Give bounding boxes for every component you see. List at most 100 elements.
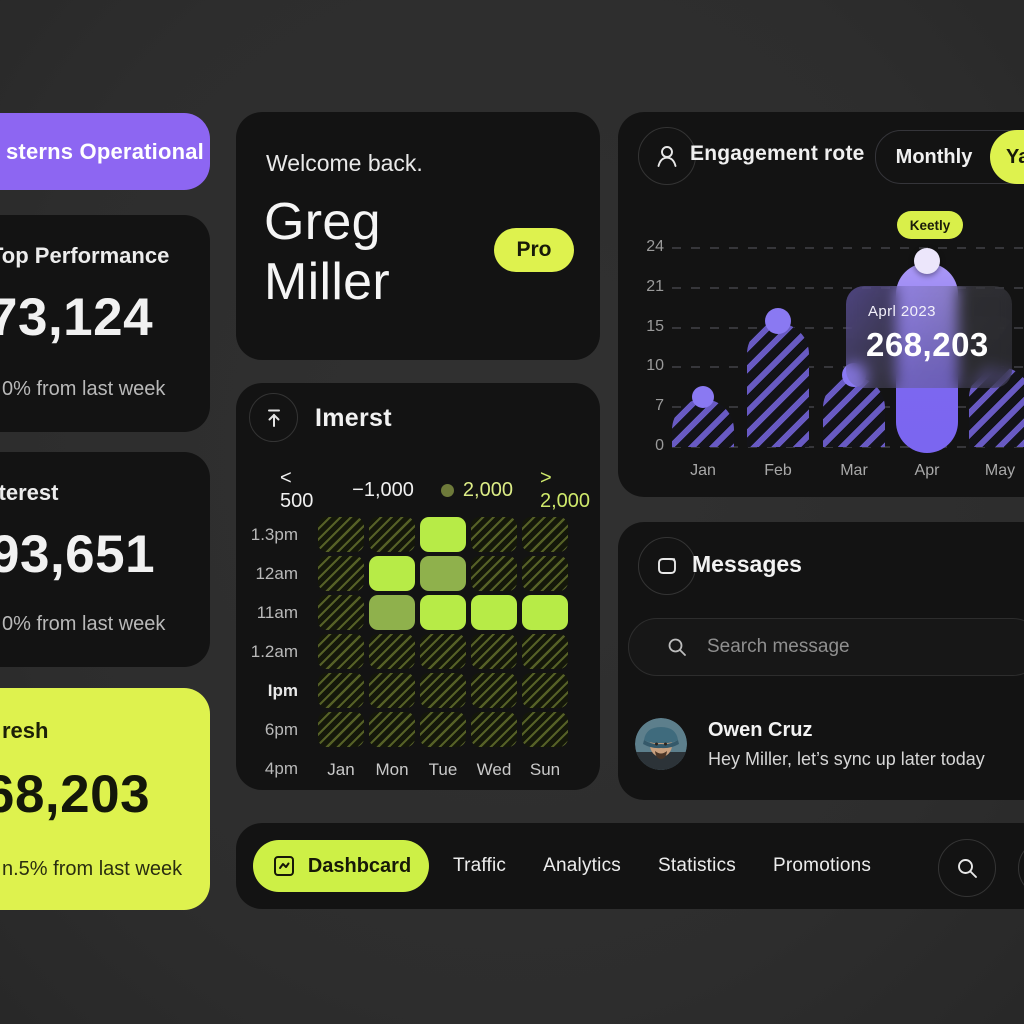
heatmap-col-label: Wed — [476, 760, 512, 779]
nav-item-dashboard[interactable]: Dashbcard — [253, 840, 429, 892]
imerst-card: Imerst < 500 −1,000 2,000 > 2,000 1.3pm 1… — [236, 383, 600, 790]
stat-title: Interest — [0, 480, 59, 505]
y-axis-label: 21 — [646, 277, 664, 295]
heatmap-cell[interactable] — [471, 556, 517, 591]
bar-dot — [765, 307, 791, 334]
heatmap-col-label: Mon — [375, 760, 409, 779]
message-search[interactable] — [628, 618, 1024, 676]
stat-delta: 0% from last week — [2, 613, 166, 635]
heatmap-cell[interactable] — [471, 595, 517, 630]
x-axis-label: Mar — [840, 462, 868, 479]
heatmap-cell[interactable] — [369, 595, 415, 630]
toggle-monthly[interactable]: Monthly — [895, 145, 973, 168]
heatmap-cell[interactable] — [318, 712, 364, 747]
x-axis-label: Jan — [690, 462, 716, 479]
stat-value: 93,651 — [0, 525, 156, 584]
heatmap-cell[interactable] — [471, 673, 517, 708]
tooltip-label: Aprl 2023 — [868, 303, 936, 320]
legend-item: −1,000 — [352, 478, 414, 501]
nav-item-traffic[interactable]: Traffic — [453, 855, 507, 876]
heatmap-row-label: 6pm — [264, 720, 298, 739]
heatmap-cell[interactable] — [420, 712, 466, 747]
heatmap-cell[interactable] — [471, 517, 517, 552]
heatmap-cell[interactable] — [318, 634, 364, 669]
imerst-title: Imerst — [315, 404, 392, 432]
y-axis-label: 7 — [655, 397, 664, 415]
heatmap-cell[interactable] — [369, 517, 415, 552]
stat-value: 268,203 — [0, 765, 151, 824]
nav-item-analytics[interactable]: Analytics — [543, 855, 621, 876]
bar-dot — [692, 386, 714, 409]
x-axis-label: May — [984, 462, 1016, 479]
heatmap-cell[interactable] — [522, 712, 568, 747]
heatmap-cell[interactable] — [522, 556, 568, 591]
toggle-yearly[interactable]: Ya — [990, 130, 1024, 184]
heatmap-col-label: Sun — [529, 760, 561, 779]
heatmap-cell[interactable] — [318, 556, 364, 591]
heatmap-cell[interactable] — [522, 673, 568, 708]
y-axis-label: 10 — [646, 357, 664, 375]
stat-title: resh — [2, 718, 49, 743]
avatar — [635, 718, 687, 770]
message-sender: Owen Cruz — [708, 718, 813, 741]
bar-may[interactable] — [969, 366, 1024, 447]
heatmap-col-label: Tue — [428, 760, 458, 779]
messages-card: Messages Owen Cruz Hey M — [618, 522, 1024, 800]
stat-title: Top Performance — [0, 243, 170, 268]
x-axis-labels: Jan Feb Mar Apr May — [672, 462, 1024, 482]
heatmap-cell[interactable] — [420, 595, 466, 630]
bar-feb[interactable] — [747, 322, 809, 447]
chart-title: Engagement rote — [690, 142, 865, 165]
pro-badge: Pro — [494, 228, 574, 272]
message-list-item[interactable]: Owen Cruz Hey Miller, let’s sync up late… — [635, 718, 985, 770]
stat-card-top-performance: Top Performance 73,124 0% from last week — [0, 215, 210, 432]
heatmap-cell[interactable] — [420, 673, 466, 708]
heatmap-row-label: 12am — [255, 564, 298, 583]
heatmap-cell[interactable] — [420, 634, 466, 669]
legend-item: 2,000 — [440, 479, 513, 502]
stat-card-fresh: resh 268,203 n.5% from last week — [0, 688, 210, 910]
nav-profile-button[interactable] — [1018, 839, 1024, 897]
heatmap-row-label: 1.2am — [250, 642, 298, 661]
welcome-card: Welcome back. Greg Miller Pro — [236, 112, 600, 360]
heatmap-cell[interactable] — [318, 517, 364, 552]
heatmap-cell[interactable] — [318, 673, 364, 708]
heatmap-cell[interactable] — [369, 673, 415, 708]
heatmap-cell[interactable] — [420, 556, 466, 591]
welcome-greeting: Welcome back. — [266, 150, 423, 176]
nav-search-button[interactable] — [938, 839, 996, 897]
person-icon — [638, 127, 696, 185]
heatmap-cell[interactable] — [522, 634, 568, 669]
nav-item-statistics[interactable]: Statistics — [657, 855, 736, 876]
legend-item: < 500 — [280, 467, 314, 512]
search-input[interactable] — [705, 635, 989, 659]
heatmap-cell[interactable] — [522, 517, 568, 552]
heatmap-row-label: Ipm — [267, 681, 298, 700]
stat-delta: 0% from last week — [2, 378, 166, 400]
nav-items: Traffic Analytics Statistics Promotions — [453, 855, 871, 877]
engagement-card: Engagement rote Monthly Ya Keetly 24 21 15… — [618, 112, 1024, 497]
heatmap-cell[interactable] — [420, 517, 466, 552]
bar-dot — [914, 247, 940, 274]
heatmap-cell[interactable] — [471, 712, 517, 747]
chat-icon — [638, 537, 696, 595]
chart-tooltip: Aprl 2023 268,203 — [846, 286, 1012, 388]
bottom-navbar: Dashbcard Traffic Analytics Statistics P… — [236, 823, 1024, 909]
heatmap-cell[interactable] — [369, 634, 415, 669]
bar-mar[interactable] — [823, 376, 885, 447]
dashboard-icon — [273, 856, 294, 876]
heatmap-cell[interactable] — [318, 595, 364, 630]
messages-title: Messages — [692, 551, 802, 577]
heatmap-cell[interactable] — [522, 595, 568, 630]
search-icon — [668, 638, 686, 656]
nav-item-promotions[interactable]: Promotions — [773, 855, 872, 876]
stat-delta: n.5% from last week — [2, 858, 183, 880]
heatmap-cell[interactable] — [369, 712, 415, 747]
legend-dot-icon — [440, 483, 454, 497]
heatmap-cell[interactable] — [369, 556, 415, 591]
x-axis-label: Apr — [914, 462, 940, 479]
tooltip-value: 268,203 — [866, 326, 989, 363]
message-preview: Hey Miller, let’s sync up later today — [708, 748, 985, 769]
heatmap-cell[interactable] — [471, 634, 517, 669]
bar-chart: 24 21 15 10 7 0 — [646, 238, 1024, 454]
